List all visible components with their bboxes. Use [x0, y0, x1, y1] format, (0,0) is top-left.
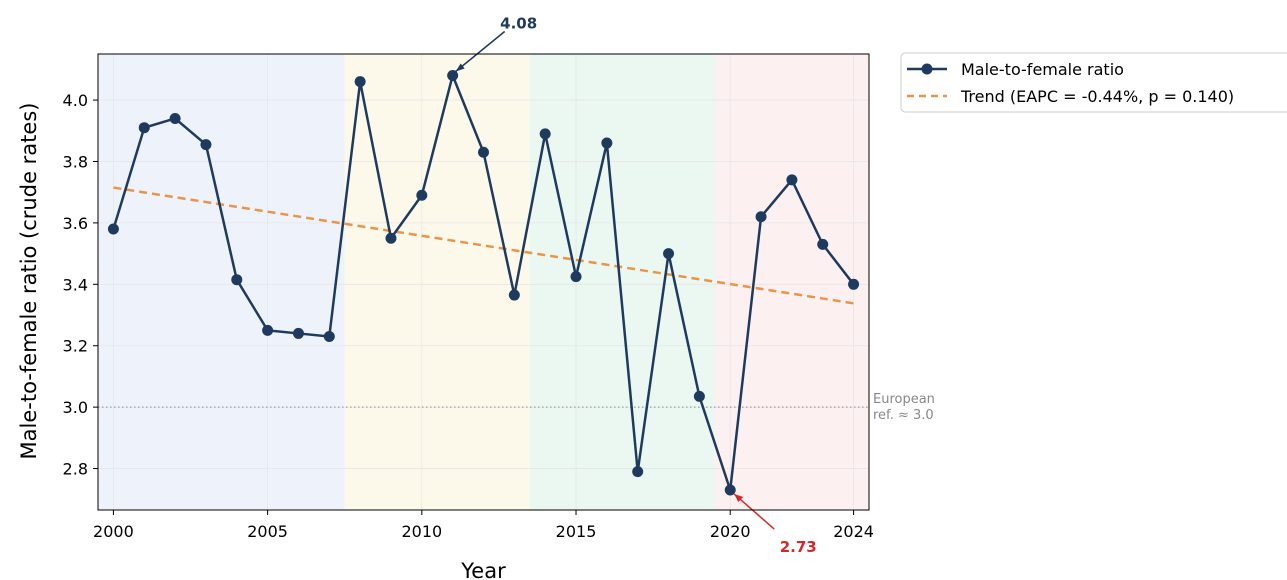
- data-point: [508, 289, 520, 301]
- data-point: [632, 466, 644, 478]
- y-tick-label: 2.8: [63, 460, 88, 479]
- data-point: [200, 139, 212, 151]
- y-tick-label: 3.8: [63, 152, 88, 171]
- data-point: [786, 174, 798, 186]
- annotation-arrowhead: [455, 63, 465, 72]
- period-band: [529, 54, 715, 510]
- data-point: [231, 274, 243, 286]
- data-point: [169, 112, 181, 124]
- data-point: [107, 223, 119, 235]
- plot-frame: [97, 53, 870, 511]
- legend-marker-dot: [921, 63, 933, 75]
- annotations: 4.08 2.73: [455, 14, 817, 556]
- legend-box: [900, 52, 1287, 113]
- x-tick-label: 2015: [556, 522, 597, 541]
- annotation-arrow: [455, 30, 506, 73]
- data-point: [817, 238, 829, 250]
- y-tick-label: 4.0: [63, 91, 88, 110]
- data-point: [663, 248, 675, 260]
- data-point: [262, 324, 274, 336]
- y-tick-label: 3.6: [63, 214, 88, 233]
- data-point: [447, 69, 459, 81]
- data-point: [755, 211, 767, 223]
- annotation-arrowhead: [734, 494, 744, 503]
- period-band: [344, 54, 530, 510]
- x-tick-label: 2000: [93, 522, 134, 541]
- data-point: [385, 232, 397, 244]
- reference-line-group: European ref. ≈ 3.0: [98, 392, 935, 423]
- data-point: [292, 327, 304, 339]
- data-point: [478, 146, 489, 158]
- trend-line: [113, 186, 854, 305]
- x-axis-label: Year: [460, 559, 506, 580]
- period-bands: [98, 54, 869, 510]
- period-band: [714, 54, 869, 510]
- legend: Male-to-female ratio Trend (EAPC = -0.44…: [900, 52, 1287, 113]
- data-point: [323, 331, 335, 343]
- data-point: [693, 390, 705, 402]
- annotation-arrow: [733, 493, 775, 530]
- reference-label: European: [873, 392, 935, 407]
- series-layer: [107, 69, 860, 496]
- x-tick-label: 2024: [833, 522, 874, 541]
- legend-entry: Trend (EAPC = -0.44%, p = 0.140): [960, 87, 1234, 106]
- reference-label: ref. ≈ 3.0: [873, 408, 934, 423]
- data-point: [848, 278, 860, 290]
- period-band: [98, 54, 345, 510]
- data-point: [724, 484, 736, 496]
- data-point: [570, 271, 582, 283]
- y-tick-label: 3.2: [63, 337, 88, 356]
- y-tick-label: 3.0: [63, 398, 88, 417]
- annotation-label: 2.73: [780, 538, 817, 556]
- x-tick-label: 2005: [247, 522, 288, 541]
- data-point: [354, 76, 366, 88]
- x-tick-label: 2020: [710, 522, 751, 541]
- x-tick-label: 2010: [401, 522, 442, 541]
- x-axis-ticks: 2000 2005 2010 2015 2020 2024: [93, 510, 874, 541]
- data-point: [416, 189, 428, 201]
- y-axis-label: Male-to-female ratio (crude rates): [17, 103, 41, 460]
- y-tick-label: 3.4: [63, 275, 88, 294]
- data-point: [138, 122, 150, 134]
- y-axis-ticks: 2.8 3.0 3.2 3.4 3.6 3.8 4.0: [63, 91, 98, 479]
- data-point: [601, 137, 613, 149]
- data-point: [539, 128, 551, 140]
- legend-entry: Male-to-female ratio: [961, 60, 1124, 79]
- annotation-label: 4.08: [500, 14, 537, 32]
